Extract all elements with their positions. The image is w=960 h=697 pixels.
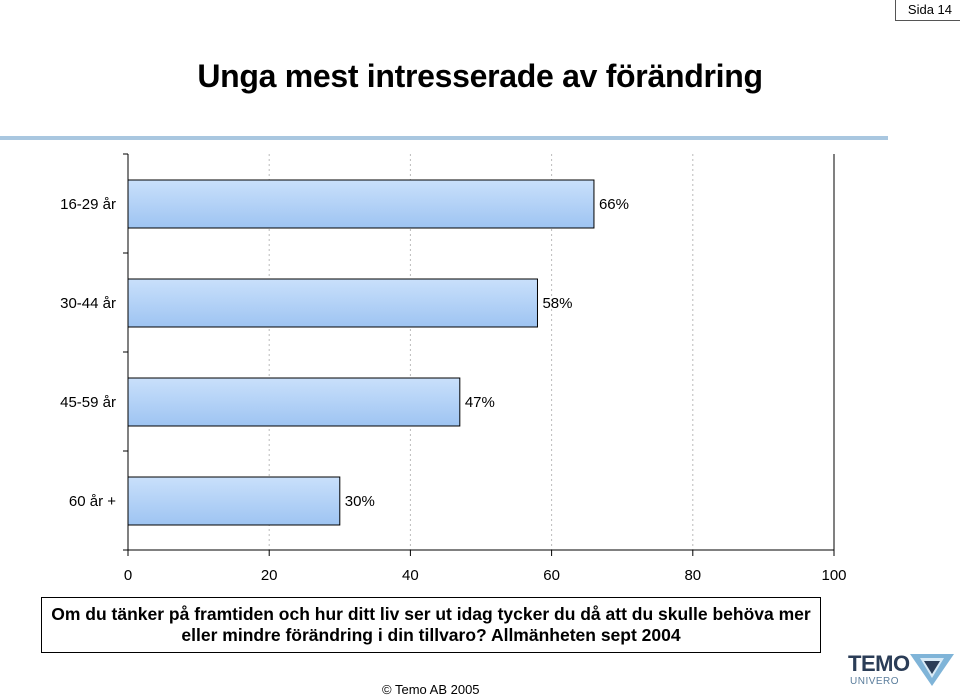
data-label: 58% <box>542 295 572 312</box>
bar <box>127 377 461 427</box>
temo-logo: TEMO UNIVERO <box>848 652 956 697</box>
category-label: 60 år + <box>69 493 116 510</box>
data-label: 66% <box>599 196 629 213</box>
x-tick-label: 100 <box>821 567 846 584</box>
bar <box>127 179 595 229</box>
logo-wordmark: TEMO <box>848 651 910 676</box>
copyright-text: Temo AB 2005 <box>394 682 480 697</box>
category-label: 16-29 år <box>60 196 116 213</box>
logo-subtext: UNIVERO <box>850 676 900 687</box>
bar <box>127 278 538 328</box>
x-tick-label: 40 <box>402 567 419 584</box>
x-tick-label: 20 <box>261 567 278 584</box>
page-title: Unga mest intresserade av förändring <box>197 58 763 94</box>
x-tick-label: 0 <box>124 567 132 584</box>
chart-bars <box>127 179 595 526</box>
chart-labels: 0 20 40 60 80 100 16-29 år 66% 30-44 år 58% 45-59 … <box>60 196 846 584</box>
bar-chart: 0 20 40 60 80 100 16-29 år 66% 30-44 år 58% 45-59 … <box>60 153 847 584</box>
survey-question: Om du tänker på framtiden och hur ditt l… <box>41 597 821 653</box>
copyright-icon: © <box>382 682 392 697</box>
x-tick-label: 60 <box>543 567 560 584</box>
data-label: 47% <box>465 394 495 411</box>
x-tick-label: 80 <box>684 567 701 584</box>
copyright-notice: © Temo AB 2005 <box>382 682 480 697</box>
category-label: 30-44 år <box>60 295 116 312</box>
bar <box>127 476 341 526</box>
category-label: 45-59 år <box>60 394 116 411</box>
title-divider <box>0 136 888 140</box>
page-number: Sida 14 <box>894 0 960 21</box>
logo-triangle-icon <box>910 654 954 686</box>
data-label: 30% <box>345 493 375 510</box>
